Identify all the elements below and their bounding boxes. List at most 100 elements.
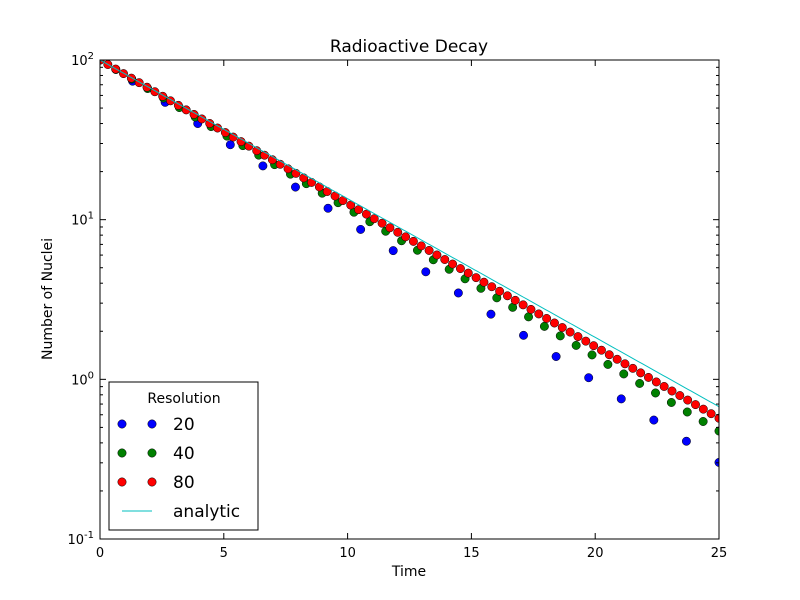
data-point: [659, 382, 669, 391]
ticks-layer: 0 5 10 15 20 25 10-1 100 101 102: [67, 51, 727, 561]
data-point: [307, 177, 317, 187]
data-point: [369, 214, 379, 224]
data-point: [486, 309, 496, 319]
data-point: [620, 359, 630, 369]
data-point: [258, 161, 268, 171]
data-point: [597, 345, 606, 355]
data-point: [539, 321, 549, 331]
data-point: [524, 312, 533, 322]
data-point: [667, 386, 677, 396]
legend-label: analytic: [173, 502, 240, 522]
data-point: [323, 203, 333, 213]
data-point: [542, 314, 552, 323]
legend-marker: [117, 419, 127, 429]
data-point: [675, 391, 685, 400]
data-point: [356, 224, 366, 234]
series-80: [100, 60, 719, 423]
data-point: [589, 341, 599, 351]
data-point: [587, 350, 597, 360]
data-point: [502, 291, 512, 301]
data-point: [354, 205, 364, 215]
y-tick-label: 10-1: [67, 530, 94, 548]
x-tick-label: 5: [220, 546, 228, 561]
data-point: [220, 128, 230, 138]
legend: Resolution 20 40 80 analytic: [108, 381, 259, 531]
x-tick-label: 20: [587, 546, 604, 561]
data-point: [401, 232, 411, 242]
data-point: [651, 388, 660, 398]
data-point: [683, 395, 693, 405]
legend-entry-20: 20: [117, 415, 195, 435]
data-point: [682, 407, 692, 417]
data-point: [526, 304, 536, 314]
data-point: [565, 327, 575, 337]
data-point: [706, 409, 716, 419]
data-point: [619, 369, 629, 379]
data-point: [603, 359, 613, 369]
data-point: [388, 246, 398, 256]
data-point: [424, 246, 434, 255]
legend-marker: [147, 448, 157, 458]
data-point: [604, 350, 614, 360]
plot-frame: [99, 59, 720, 540]
y-tick-label: 102: [71, 51, 94, 69]
data-point: [691, 400, 700, 410]
legend-entry-80: 80: [117, 473, 195, 493]
data-point: [698, 404, 708, 414]
data-point: [299, 173, 309, 183]
data-point: [495, 286, 505, 296]
legend-label: 40: [173, 444, 195, 464]
data-point: [393, 227, 403, 237]
legend-entry-analytic: analytic: [122, 502, 240, 522]
legend-entry-40: 40: [117, 444, 195, 464]
data-point: [421, 267, 431, 277]
series-layer: [100, 60, 719, 467]
legend-box: [108, 381, 259, 531]
plot-area: [100, 60, 719, 467]
data-point: [377, 218, 387, 228]
data-point: [581, 336, 591, 346]
legend-entries: 20 40 80 analytic: [117, 415, 240, 522]
y-tick-label: 101: [71, 211, 94, 229]
data-point: [666, 398, 676, 407]
data-point: [628, 363, 638, 373]
data-point: [440, 255, 450, 264]
data-point: [471, 273, 481, 283]
data-point: [573, 332, 583, 342]
data-point: [408, 236, 418, 246]
data-point: [361, 209, 371, 219]
data-point: [649, 415, 659, 425]
data-point: [550, 318, 559, 328]
y-tick-label: 100: [71, 370, 94, 388]
data-point: [644, 372, 653, 382]
data-point: [189, 109, 199, 119]
data-point: [225, 140, 235, 150]
x-tick-label: 15: [463, 546, 480, 561]
data-point: [479, 277, 489, 287]
data-point: [534, 309, 544, 319]
chart-title: Radioactive Decay: [330, 37, 488, 57]
data-point: [385, 223, 395, 233]
series-line-analytic: [100, 60, 719, 408]
data-point: [551, 352, 561, 361]
data-point: [651, 377, 661, 387]
legend-marker: [147, 419, 157, 429]
data-point: [416, 241, 426, 251]
legend-label: 20: [173, 415, 195, 435]
data-point: [555, 331, 565, 341]
x-axis-label: Time: [391, 564, 426, 580]
data-point: [448, 259, 458, 269]
data-point: [571, 340, 581, 350]
data-point: [432, 250, 442, 260]
data-point: [557, 323, 567, 332]
legend-marker: [147, 477, 157, 487]
data-point: [584, 373, 594, 383]
data-point: [510, 295, 520, 305]
data-point: [519, 330, 528, 340]
legend-title: Resolution: [147, 391, 220, 407]
data-point: [181, 105, 191, 115]
legend-label: 80: [173, 473, 195, 493]
data-point: [453, 288, 463, 298]
legend-marker: [117, 477, 127, 487]
data-point: [126, 73, 136, 83]
